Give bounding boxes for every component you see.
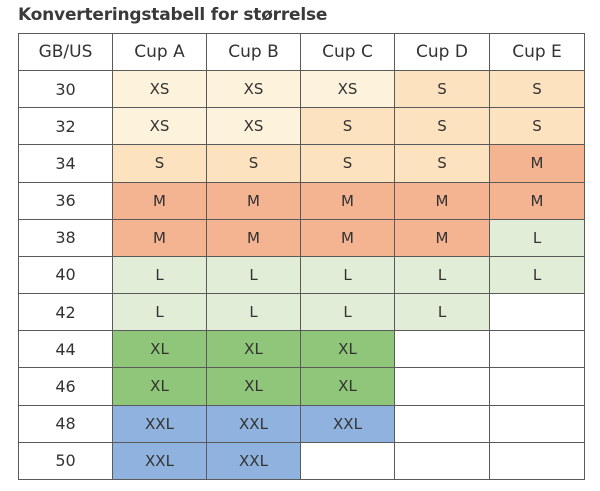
size-cell-cup-c: XL (300, 330, 395, 369)
size-cell-cup-d (394, 441, 490, 481)
size-cell-cup-b: M (206, 181, 301, 220)
size-cell-cup-c: XXL (300, 404, 395, 443)
table-row: 42 L L L L (18, 293, 585, 332)
header-cup-b: Cup B (206, 33, 301, 71)
size-cell-cup-c: S (300, 144, 395, 183)
size-cell-cup-a: M (112, 181, 207, 220)
size-cell-cup-c: L (300, 255, 395, 295)
table-row: 44 XL XL XL (18, 330, 585, 369)
header-cup-d: Cup D (394, 33, 490, 71)
size-cell-cup-b: XXL (206, 404, 301, 443)
size-cell-cup-e: S (489, 107, 585, 146)
page-title: Konverteringstabell for størrelse (18, 5, 328, 25)
band-size-cell: 44 (18, 330, 113, 369)
size-cell-cup-b: XL (206, 367, 301, 406)
size-cell-cup-b: XS (206, 107, 301, 146)
size-cell-cup-a: XXL (112, 404, 207, 443)
size-cell-cup-a: XS (112, 69, 207, 109)
band-size-cell: 50 (18, 441, 113, 481)
size-cell-cup-c: S (300, 107, 395, 146)
size-cell-cup-c (300, 441, 395, 481)
size-cell-cup-e: M (489, 144, 585, 183)
band-size-cell: 46 (18, 367, 113, 406)
size-conversion-table: GB/US Cup A Cup B Cup C Cup D Cup E 30 XS… (18, 33, 585, 481)
size-cell-cup-e (489, 293, 585, 332)
size-cell-cup-d: S (394, 69, 490, 109)
size-cell-cup-a: XL (112, 330, 207, 369)
size-cell-cup-a: S (112, 144, 207, 183)
table-row: 32 XS XS S S S (18, 107, 585, 146)
size-cell-cup-d: S (394, 107, 490, 146)
size-cell-cup-d (394, 367, 490, 406)
size-cell-cup-a: XS (112, 107, 207, 146)
band-size-cell: 30 (18, 69, 113, 109)
band-size-cell: 42 (18, 293, 113, 332)
header-cup-e: Cup E (489, 33, 585, 71)
size-cell-cup-d: M (394, 181, 490, 220)
size-cell-cup-d (394, 330, 490, 369)
size-cell-cup-b: L (206, 255, 301, 295)
header-cup-a: Cup A (112, 33, 207, 71)
size-cell-cup-c: M (300, 218, 395, 257)
band-size-cell: 48 (18, 404, 113, 443)
header-row: GB/US Cup A Cup B Cup C Cup D Cup E (18, 33, 585, 71)
band-size-cell: 32 (18, 107, 113, 146)
table-row: 50 XXL XXL (18, 441, 585, 481)
header-cup-c: Cup C (300, 33, 395, 71)
size-cell-cup-a: L (112, 293, 207, 332)
band-size-cell: 38 (18, 218, 113, 257)
header-band: GB/US (18, 33, 113, 71)
size-cell-cup-a: M (112, 218, 207, 257)
band-size-cell: 40 (18, 255, 113, 295)
table-row: 34 S S S S M (18, 144, 585, 183)
size-cell-cup-b: M (206, 218, 301, 257)
size-cell-cup-c: M (300, 181, 395, 220)
size-cell-cup-b: XS (206, 69, 301, 109)
size-cell-cup-e: L (489, 255, 585, 295)
size-cell-cup-e (489, 367, 585, 406)
size-cell-cup-a: XL (112, 367, 207, 406)
table-row: 36 M M M M M (18, 181, 585, 220)
table-row: 48 XXL XXL XXL (18, 404, 585, 443)
table-row: 46 XL XL XL (18, 367, 585, 406)
size-cell-cup-e: L (489, 218, 585, 257)
size-cell-cup-b: S (206, 144, 301, 183)
size-cell-cup-c: XL (300, 367, 395, 406)
size-cell-cup-d: M (394, 218, 490, 257)
size-cell-cup-e (489, 441, 585, 481)
table-row: 40 L L L L L (18, 255, 585, 295)
size-cell-cup-b: XXL (206, 441, 301, 481)
size-cell-cup-a: XXL (112, 441, 207, 481)
size-cell-cup-e: S (489, 69, 585, 109)
size-cell-cup-e (489, 330, 585, 369)
size-cell-cup-a: L (112, 255, 207, 295)
size-cell-cup-d: L (394, 255, 490, 295)
table-body: 30 XS XS XS S S 32 XS XS S S S 34 S S S S M 36 M M M M M 38 M M M M L… (18, 69, 585, 481)
size-cell-cup-e (489, 404, 585, 443)
size-cell-cup-d: L (394, 293, 490, 332)
band-size-cell: 34 (18, 144, 113, 183)
size-cell-cup-c: XS (300, 69, 395, 109)
size-cell-cup-e: M (489, 181, 585, 220)
size-cell-cup-c: L (300, 293, 395, 332)
size-cell-cup-b: XL (206, 330, 301, 369)
size-cell-cup-d: S (394, 144, 490, 183)
table-row: 38 M M M M L (18, 218, 585, 257)
size-cell-cup-d (394, 404, 490, 443)
table-row: 30 XS XS XS S S (18, 69, 585, 109)
size-cell-cup-b: L (206, 293, 301, 332)
band-size-cell: 36 (18, 181, 113, 220)
